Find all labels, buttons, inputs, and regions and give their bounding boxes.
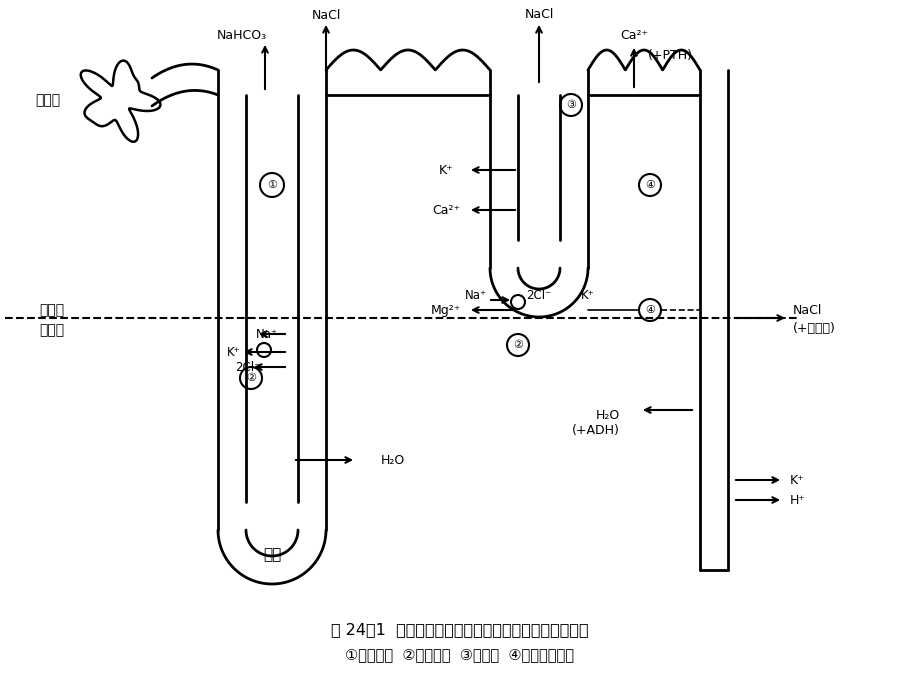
Text: ①: ① — [267, 180, 277, 190]
Text: H₂O: H₂O — [380, 453, 404, 466]
Text: ②: ② — [513, 340, 522, 350]
Text: NaHCO₃: NaHCO₃ — [217, 28, 267, 41]
Text: 肾小球: 肾小球 — [36, 93, 61, 107]
Text: Mg²⁺: Mg²⁺ — [430, 304, 460, 317]
Text: ③: ③ — [565, 100, 575, 110]
Text: H⁺: H⁺ — [789, 493, 805, 506]
Text: 皮质部: 皮质部 — [40, 303, 64, 317]
Text: ①乙酰唑胺  ②袢利尿药  ③噻嗪类  ④醛固酮拮抗药: ①乙酰唑胺 ②袢利尿药 ③噻嗪类 ④醛固酮拮抗药 — [346, 647, 573, 662]
Text: K⁺: K⁺ — [581, 288, 595, 302]
Text: Na⁺: Na⁺ — [464, 288, 486, 302]
Text: Na⁺: Na⁺ — [255, 328, 278, 340]
Text: ④: ④ — [644, 180, 654, 190]
Text: H₂O: H₂O — [596, 408, 619, 422]
Text: K⁺: K⁺ — [438, 164, 453, 177]
Text: Ca²⁺: Ca²⁺ — [619, 28, 647, 41]
Text: NaCl: NaCl — [311, 8, 340, 21]
Text: (+PTH): (+PTH) — [647, 48, 692, 61]
Text: ④: ④ — [644, 305, 654, 315]
Text: K⁺: K⁺ — [789, 473, 804, 486]
Text: NaCl: NaCl — [524, 8, 553, 21]
Text: 2Cl⁻: 2Cl⁻ — [235, 360, 260, 373]
Text: 2Cl⁻: 2Cl⁻ — [526, 288, 551, 302]
Text: K⁺: K⁺ — [227, 346, 241, 359]
Text: ②: ② — [245, 373, 255, 383]
Text: 图 24－1  肾小管转运系统及利尿药和脱水药的作用部位: 图 24－1 肾小管转运系统及利尿药和脱水药的作用部位 — [331, 622, 588, 638]
Text: Ca²⁺: Ca²⁺ — [431, 204, 460, 217]
Text: 髓样: 髓样 — [263, 547, 281, 562]
Text: NaCl: NaCl — [792, 304, 822, 317]
Text: (+醛固酮): (+醛固酮) — [792, 322, 835, 335]
Text: (+ADH): (+ADH) — [572, 424, 619, 437]
Text: 髓质部: 髓质部 — [40, 323, 64, 337]
